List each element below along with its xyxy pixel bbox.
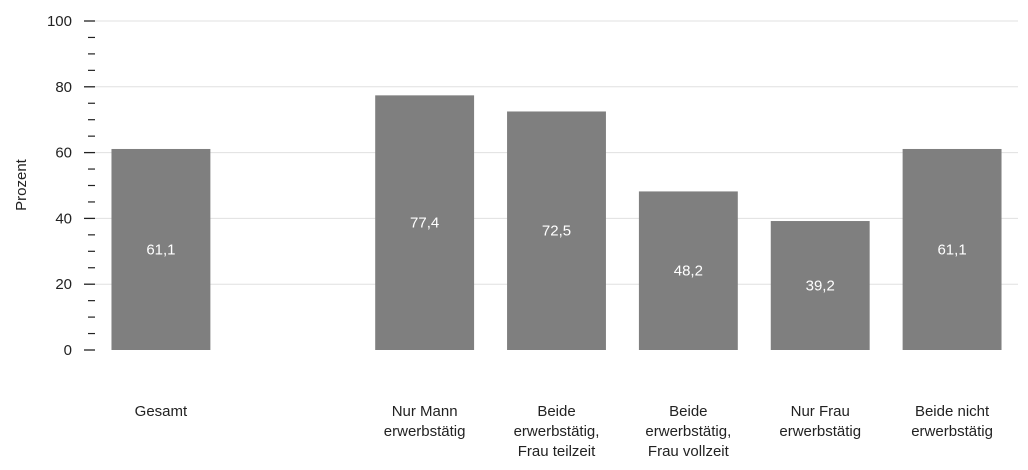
x-category-label-line: erwerbstätig [384,423,466,440]
bar [507,111,606,350]
x-category-label-line: erwerbstätig, [645,423,731,440]
y-tick-label: 60 [55,145,72,162]
bar-value-label: 77,4 [410,215,439,232]
x-category-label: Beide erwerbstätig, Frau vollzeit [645,403,731,460]
bar-value-label: 61,1 [937,241,966,258]
x-category-label: Beide erwerbstätig, Frau teilzeit [514,403,600,460]
x-category-label-line: erwerbstätig [779,423,861,440]
bar [111,148,211,350]
bar-value-label: 39,2 [806,278,835,295]
bar-value-label: 72,5 [542,223,571,240]
bar [375,95,475,350]
bar-value-label: 48,2 [674,263,703,280]
x-category-label-line: Frau vollzeit [648,443,730,460]
bar [902,148,1002,350]
y-axis-title: Prozent [13,158,30,211]
x-category-label-line: Nur Frau [791,403,850,420]
x-axis-labels: Gesamt Nur Mann erwerbstätig Beide erwerbstä… [135,403,993,460]
bar [638,191,738,350]
bar [770,221,870,350]
x-category-label: Beide nicht erwerbstätig [911,403,993,440]
x-category-label: Nur Frau erwerbstätig [779,403,861,440]
x-category-label-line: Beide nicht [915,403,990,420]
x-category-label: Nur Mann erwerbstätig [384,403,466,440]
x-category-label-line: Beide [669,403,707,420]
x-category-label-line: Beide [537,403,575,420]
x-category-label-line: Gesamt [135,403,188,420]
bars [111,95,1002,350]
bar-value-label: 61,1 [146,241,175,258]
x-category-label-line: Nur Mann [392,403,458,420]
y-tick-label: 100 [47,13,72,30]
y-tick-label: 20 [55,276,72,293]
x-category-label-line: erwerbstätig, [514,423,600,440]
y-tick-label: 0 [64,342,72,359]
y-tick-label: 80 [55,79,72,96]
data-labels: 61,1 77,4 72,5 48,2 39,2 61,1 [146,215,966,295]
y-tick-label: 40 [55,210,72,227]
x-category-label-line: erwerbstätig [911,423,993,440]
x-category-label: Gesamt [135,403,188,420]
y-axis: 0 20 40 60 80 100 [47,13,95,359]
x-category-label-line: Frau teilzeit [518,443,596,460]
